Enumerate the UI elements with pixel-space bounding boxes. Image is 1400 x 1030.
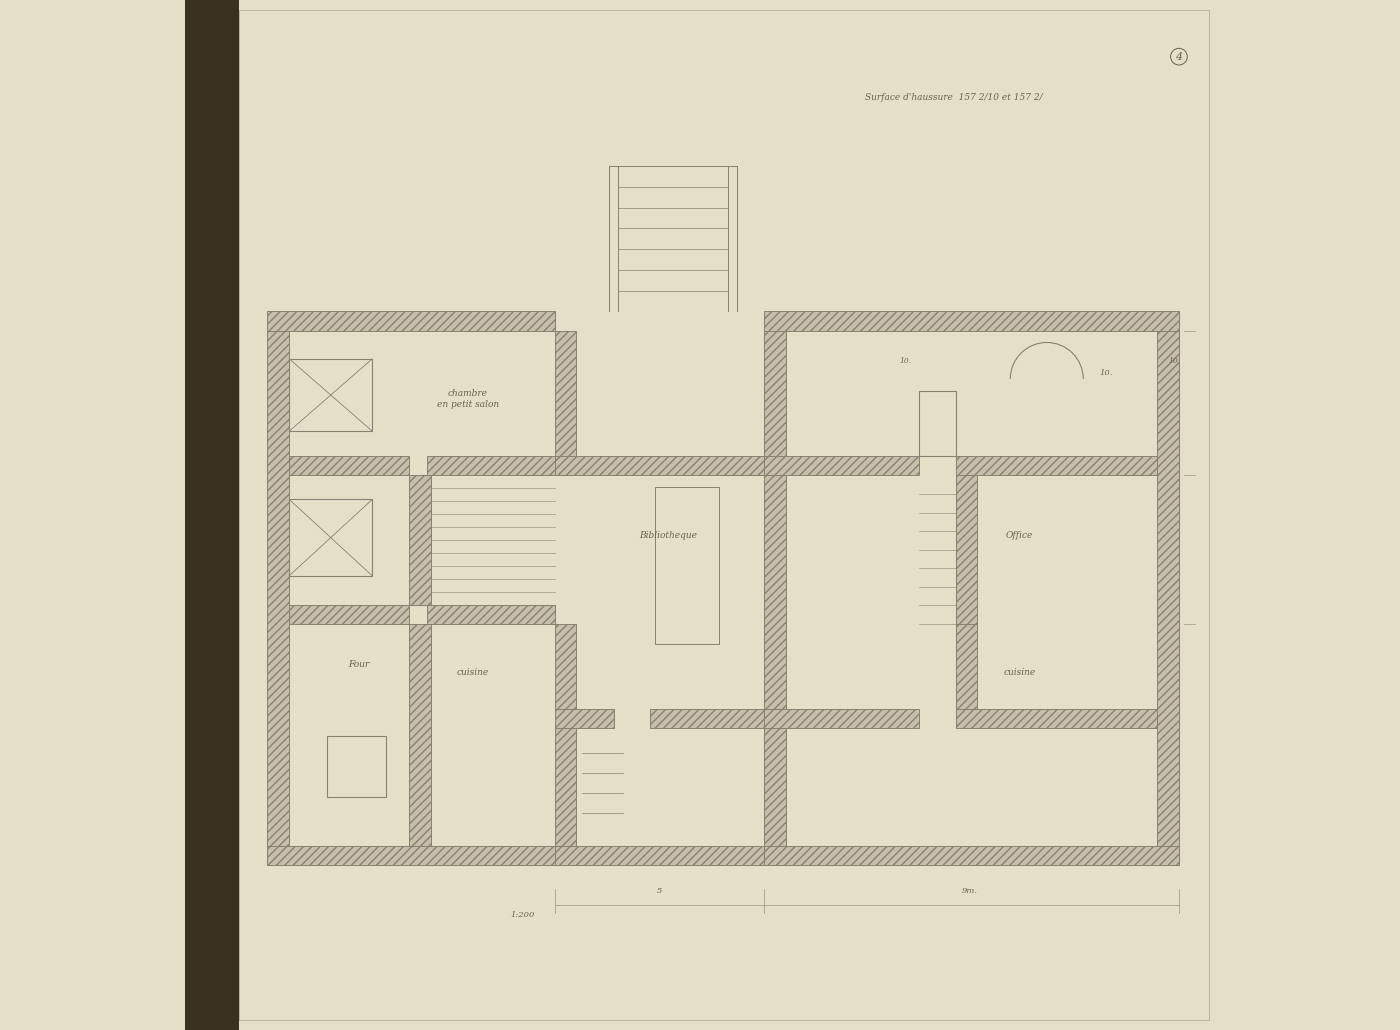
Bar	[326, 736, 386, 797]
Bar	[290, 605, 409, 624]
Text: Bibliotheque: Bibliotheque	[640, 531, 697, 540]
Bar	[554, 624, 577, 709]
Bar	[764, 728, 785, 846]
Text: 10.: 10.	[899, 356, 911, 365]
Text: Four: Four	[349, 659, 370, 668]
Bar	[267, 846, 554, 865]
Bar	[409, 476, 431, 605]
Bar	[956, 624, 977, 709]
Bar	[655, 487, 718, 644]
Bar	[920, 391, 956, 456]
Bar	[554, 331, 577, 456]
Bar	[650, 709, 764, 728]
Bar	[290, 500, 372, 576]
Text: 5: 5	[657, 887, 662, 895]
Text: 10.: 10.	[1099, 369, 1113, 377]
Bar	[427, 605, 554, 624]
Text: Surface d'haussure  157 2/10 et 157 2/: Surface d'haussure 157 2/10 et 157 2/	[865, 94, 1043, 102]
Bar	[554, 728, 577, 846]
Text: chambre
en petit salon: chambre en petit salon	[437, 389, 498, 409]
Bar	[185, 0, 238, 1030]
Bar	[290, 358, 372, 432]
Text: 9m.: 9m.	[962, 887, 977, 895]
Text: 4: 4	[1176, 52, 1183, 62]
Text: 10.: 10.	[1169, 356, 1180, 365]
Text: cuisine: cuisine	[456, 667, 489, 677]
Bar	[267, 311, 554, 331]
Bar	[1156, 331, 1179, 846]
Bar	[764, 331, 785, 456]
Text: Office: Office	[1005, 531, 1033, 540]
Bar	[764, 311, 1179, 331]
Bar	[267, 331, 290, 846]
Bar	[956, 709, 1156, 728]
Bar	[409, 624, 431, 846]
Bar	[764, 709, 920, 728]
Bar	[554, 846, 764, 865]
Bar	[764, 846, 1179, 865]
Bar	[956, 456, 1156, 476]
Bar	[956, 476, 977, 624]
Bar	[554, 456, 764, 476]
Text: 1:200: 1:200	[511, 912, 535, 919]
Text: cuisine: cuisine	[1004, 667, 1036, 677]
Bar	[764, 456, 920, 476]
Bar	[764, 476, 785, 709]
Bar	[554, 709, 613, 728]
Bar	[427, 456, 554, 476]
Bar	[290, 456, 409, 476]
